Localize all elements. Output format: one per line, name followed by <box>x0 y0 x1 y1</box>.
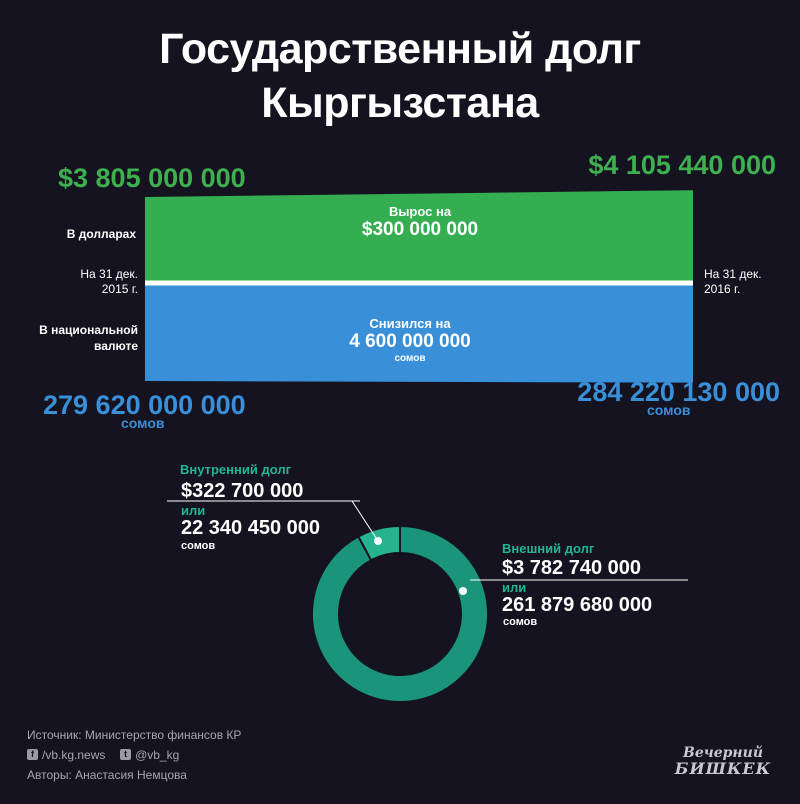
internal-pointer-line <box>351 500 379 542</box>
authors-note: Авторы: Анастасия Немцова <box>27 768 187 782</box>
row-label-usd: В долларах <box>66 227 136 241</box>
som-start-value: 279 620 000 000 <box>43 390 246 420</box>
date-start-line2: 2015 г. <box>101 282 138 296</box>
external-debt-unit: сомов <box>503 616 538 628</box>
som-end-unit: сомов <box>647 402 691 418</box>
usd-change-value: $300 000 000 <box>361 219 479 240</box>
external-debt-usd: $3 782 740 000 <box>502 557 642 579</box>
facebook-icon: f <box>27 749 38 760</box>
som-band <box>145 283 693 383</box>
internal-pointer-dot <box>374 537 382 545</box>
date-start-line1: На 31 дек. <box>80 267 138 281</box>
usd-start-value: $3 805 000 000 <box>58 163 246 193</box>
som-change-unit: сомов <box>394 353 426 364</box>
usd-change-text: Вырос на <box>388 204 452 219</box>
usd-change-annotation: Вырос на $300 000 000 <box>300 204 540 241</box>
usd-end-value: $4 105 440 000 <box>588 150 776 180</box>
social-links: f/vb.kg.news t @vb_kg <box>27 748 179 762</box>
external-debt-title: Внешний долг <box>502 541 595 556</box>
external-debt-som: 261 879 680 000 <box>502 594 653 616</box>
logo-line1: Вечерний <box>682 745 763 761</box>
twitter-icon: t <box>120 749 132 760</box>
external-debt-or: или <box>502 580 527 595</box>
som-end-value: 284 220 130 000 <box>577 377 780 407</box>
som-change-text: Снизился на <box>369 316 451 331</box>
publisher-logo: Вечерний БИШКЕК <box>668 745 778 778</box>
som-change-value: 4 600 000 000 <box>349 331 471 352</box>
internal-debt-or: или <box>181 503 206 518</box>
row-label-som-line1: В национальной <box>39 323 138 337</box>
page-title-line2: Кыргызстана <box>261 79 539 127</box>
debt-donut <box>311 524 489 703</box>
date-end-line1: На 31 дек. <box>704 267 762 281</box>
internal-debt-usd: $322 700 000 <box>181 480 304 502</box>
logo-line2: БИШКЕК <box>674 759 772 778</box>
internal-debt-unit: сомов <box>181 540 216 552</box>
internal-debt-title: Внутренний долг <box>180 462 292 477</box>
external-debt-slice <box>311 524 489 703</box>
date-start: На 31 дек. 2015 г. <box>80 267 138 297</box>
source-note: Источник: Министерство финансов КР <box>27 728 242 742</box>
row-label-som: В национальной валюте <box>39 322 138 354</box>
som-change-annotation: Снизился на 4 600 000 000 сомов <box>300 316 520 364</box>
date-end: На 31 дек. 2016 г. <box>704 267 762 297</box>
internal-debt-som: 22 340 450 000 <box>181 517 321 539</box>
usd-band <box>145 190 693 283</box>
twitter-link[interactable]: @vb_kg <box>135 748 180 762</box>
date-end-line2: 2016 г. <box>704 282 741 296</box>
external-pointer-dot <box>459 587 467 595</box>
som-start-unit: сомов <box>121 415 165 431</box>
row-label-som-line2: валюте <box>93 339 138 353</box>
facebook-link[interactable]: /vb.kg.news <box>42 748 106 762</box>
page-title-line1: Государственный долг <box>159 25 641 73</box>
